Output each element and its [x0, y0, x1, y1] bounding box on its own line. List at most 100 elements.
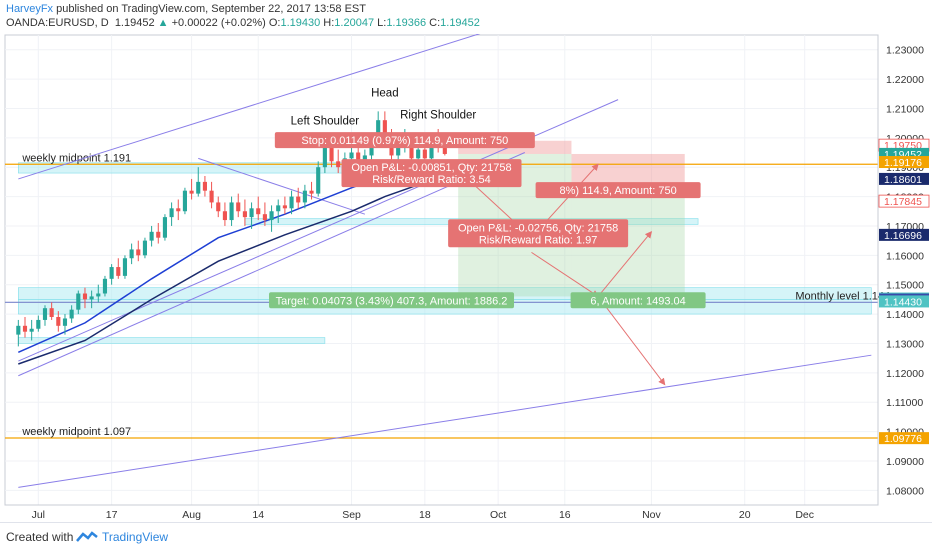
candle-body	[276, 205, 281, 212]
price-tick-label: 1.16000	[886, 250, 924, 262]
price-tick-label: 1.22000	[886, 74, 924, 86]
open-label: O:	[268, 17, 281, 29]
close-value: 1.19452	[440, 17, 480, 29]
time-tick-label: Nov	[642, 509, 661, 521]
price-tick-label: 1.21000	[886, 103, 924, 115]
candles-layer	[16, 111, 447, 347]
candle-body	[82, 293, 88, 300]
position-label-text: 8%) 114.9, Amount: 750	[559, 185, 676, 197]
high-value: 1.20047	[334, 17, 375, 29]
candle-body	[209, 190, 214, 203]
time-tick-label: Oct	[490, 509, 506, 521]
candle-body	[36, 319, 41, 329]
candle-body	[356, 152, 361, 165]
position-labels: Stop: 0.01149 (0.97%) 114.9, Amount: 750…	[269, 132, 706, 309]
candle-body	[202, 181, 207, 191]
high-label: H:	[323, 17, 335, 29]
candle-body	[382, 120, 387, 138]
time-tick-label: 20	[739, 509, 751, 521]
position-label-text: Stop: 0.01149 (0.97%) 114.9, Amount: 750	[301, 135, 508, 147]
time-tick-label: Jul	[32, 509, 45, 521]
candle-body	[322, 146, 327, 168]
price-badge	[879, 432, 929, 445]
candle-body	[416, 149, 421, 159]
candle-body	[316, 167, 321, 194]
time-tick-label: Dec	[795, 509, 814, 521]
price-badge	[879, 295, 929, 308]
price-badge-label: 1.16696	[884, 230, 922, 242]
price-badge-label: 1.18601	[884, 174, 922, 186]
level-label: Monthly level 1.144	[795, 290, 890, 302]
price-tick-label: 1.15000	[886, 280, 924, 292]
pattern-annotation: Head	[371, 88, 399, 100]
level-label: weekly midpoint 1.191	[21, 152, 131, 164]
author-link[interactable]: HarveyFx	[6, 3, 54, 15]
candle-body	[102, 278, 108, 294]
pattern-annotation: Left Shoulder	[291, 116, 360, 128]
position-label-text: Risk/Reward Ratio: 3.54	[372, 174, 491, 186]
position-label-text: 6, Amount: 1493.04	[590, 295, 685, 307]
candle-body	[376, 120, 381, 144]
candle-body	[29, 328, 34, 332]
time-tick-label: 18	[419, 509, 431, 521]
candle-body	[296, 196, 301, 203]
price-tick-label: 1.09000	[886, 456, 924, 468]
time-tick-label: Aug	[182, 509, 201, 521]
price-badge	[879, 228, 929, 241]
position-label-box	[535, 182, 701, 199]
candle-body	[329, 146, 334, 162]
channel-line	[18, 152, 526, 377]
low-value: 1.19366	[386, 17, 427, 29]
axes-layer: 1.230001.220001.210001.200001.190001.180…	[5, 35, 930, 521]
tradingview-logo-icon[interactable]	[76, 531, 98, 543]
price-tick-label: 1.12000	[886, 368, 924, 380]
level-label: weekly midpoint 1.097	[21, 426, 131, 438]
price-badge-label: 1.17845	[884, 196, 922, 208]
candle-body	[336, 161, 341, 168]
candle-body	[302, 190, 307, 203]
ohlc-line: OANDA:EURUSD, D 1.19452 ▲ +0.00022 (+0.0…	[6, 17, 480, 29]
tradingview-brand[interactable]: TradingView	[102, 530, 169, 544]
candle-body	[42, 308, 48, 320]
price-badge-label: 1.14430	[884, 296, 922, 308]
ma-slow-line	[18, 178, 445, 365]
projection-arrow	[597, 231, 653, 297]
candle-body	[109, 267, 114, 279]
candle-body	[222, 211, 227, 221]
time-tick-label: Sep	[342, 509, 361, 521]
annotations-layer: Head Left Shoulder Right Shoulder	[291, 88, 477, 128]
plot-area	[4, 34, 879, 506]
candle-body	[409, 140, 414, 159]
projection-arrows	[457, 163, 666, 386]
candle-body	[142, 240, 148, 256]
candle-body	[422, 149, 427, 159]
footer-bar: Created with TradingView	[0, 522, 932, 551]
pattern-annotation: Right Shoulder	[400, 110, 476, 122]
open-value: 1.19430	[280, 17, 321, 29]
position-label-box	[570, 292, 706, 309]
candle-body	[56, 317, 61, 326]
candle-body	[22, 325, 28, 332]
price-tick-label: 1.23000	[886, 45, 924, 57]
position-label-text: Open P&L: -0.00851, Qty: 21758	[351, 162, 511, 174]
price-chart[interactable]: weekly midpoint 1.191 weekly midpoint 1.0…	[0, 34, 932, 522]
channel-line	[198, 157, 366, 215]
price-badge-label: 1.19176	[884, 157, 922, 169]
position-label-box	[341, 159, 522, 188]
last-price: 1.19452	[114, 17, 155, 29]
projection-arrow	[531, 251, 599, 297]
candle-body	[262, 214, 267, 221]
change-value: +0.00022 (+0.02%)	[171, 17, 266, 29]
price-tick-label: 1.14000	[886, 309, 924, 321]
candle-body	[149, 231, 154, 241]
candle-body	[162, 217, 168, 238]
price-badge	[879, 172, 929, 185]
candle-body	[242, 211, 247, 218]
candle-body	[229, 202, 234, 221]
position-label-box	[448, 219, 629, 248]
position-label-box	[269, 292, 515, 309]
low-label: L:	[377, 17, 387, 29]
candle-body	[429, 140, 434, 159]
candle-body	[369, 143, 374, 156]
candle-body	[189, 190, 194, 194]
